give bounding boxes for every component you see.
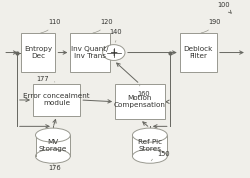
Text: Entropy
Dec: Entropy Dec <box>24 46 52 59</box>
Ellipse shape <box>36 128 70 142</box>
FancyBboxPatch shape <box>115 84 165 119</box>
Text: MV
Storage: MV Storage <box>39 139 67 152</box>
Text: 100: 100 <box>217 2 231 13</box>
Text: +: + <box>110 48 118 57</box>
Text: 177: 177 <box>37 76 55 82</box>
Ellipse shape <box>132 128 167 142</box>
Ellipse shape <box>36 149 70 163</box>
FancyBboxPatch shape <box>180 33 217 72</box>
Text: 140: 140 <box>109 29 122 42</box>
Text: 150: 150 <box>151 151 170 161</box>
Ellipse shape <box>132 149 167 163</box>
Text: 190: 190 <box>201 19 221 33</box>
Text: 176: 176 <box>48 163 60 171</box>
Text: Error concealment
module: Error concealment module <box>23 93 90 106</box>
Text: 110: 110 <box>41 19 60 33</box>
Circle shape <box>103 45 125 61</box>
Text: Inv Quant/
Inv Trans: Inv Quant/ Inv Trans <box>72 46 109 59</box>
FancyBboxPatch shape <box>20 33 56 72</box>
Text: Deblock
Filter: Deblock Filter <box>184 46 213 59</box>
Bar <box>132 135 167 156</box>
FancyBboxPatch shape <box>70 33 110 72</box>
Text: Motion
Compensation: Motion Compensation <box>114 95 166 108</box>
Text: 160: 160 <box>138 84 150 98</box>
Text: 120: 120 <box>93 19 113 33</box>
FancyBboxPatch shape <box>33 84 80 116</box>
Text: Ref Pic
Stores: Ref Pic Stores <box>138 139 162 152</box>
Bar <box>36 135 70 156</box>
